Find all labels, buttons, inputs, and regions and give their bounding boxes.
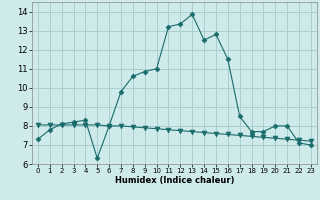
X-axis label: Humidex (Indice chaleur): Humidex (Indice chaleur) — [115, 176, 234, 185]
